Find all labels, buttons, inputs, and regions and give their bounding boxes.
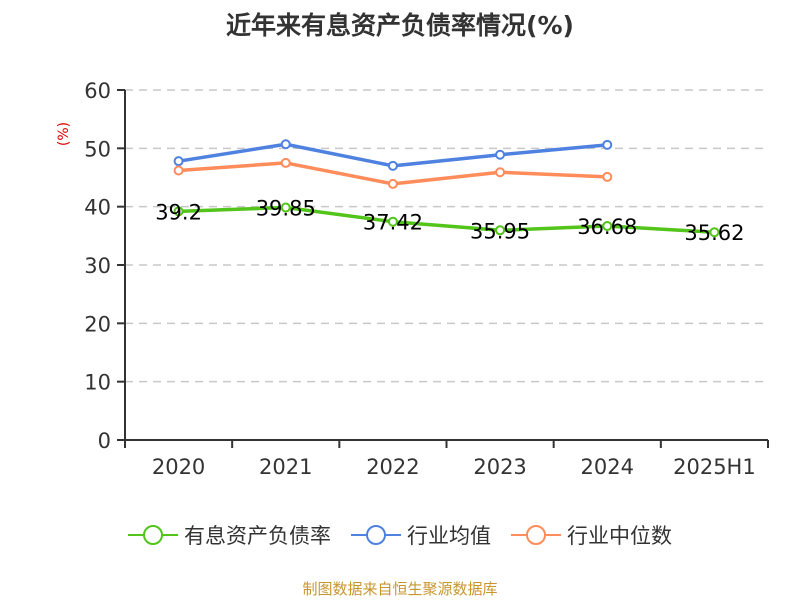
legend-marker-icon xyxy=(351,525,401,545)
y-tick-label: 10 xyxy=(84,371,111,395)
legend-marker-icon xyxy=(128,525,178,545)
data-point[interactable] xyxy=(387,216,398,227)
legend-marker-icon xyxy=(511,525,561,545)
data-point[interactable] xyxy=(387,160,398,171)
y-tick-label: 0 xyxy=(98,429,111,453)
data-point[interactable] xyxy=(173,156,184,167)
data-label: 37.42 xyxy=(363,211,423,235)
x-tick-label: 2021 xyxy=(259,455,312,479)
data-point[interactable] xyxy=(709,227,720,238)
data-source-note: 制图数据来自恒生聚源数据库 xyxy=(302,580,498,598)
legend: 有息资产负债率 行业均值 行业中位数 xyxy=(0,520,800,550)
y-tick-label: 40 xyxy=(84,196,111,220)
x-tick-label: 2024 xyxy=(581,455,634,479)
data-point[interactable] xyxy=(602,139,613,150)
data-label: 39.85 xyxy=(256,197,316,221)
legend-label: 有息资产负债率 xyxy=(184,524,331,548)
data-label: 35.95 xyxy=(470,219,530,243)
data-label: 39.2 xyxy=(155,200,202,224)
data-point[interactable] xyxy=(280,157,291,168)
legend-item-industry-mean[interactable]: 行业均值 xyxy=(351,520,491,550)
data-point[interactable] xyxy=(173,206,184,217)
legend-item-interest-debt-ratio[interactable]: 有息资产负债率 xyxy=(128,520,331,550)
data-label: 35.62 xyxy=(684,221,744,245)
data-point[interactable] xyxy=(495,167,506,178)
y-tick-label: 60 xyxy=(84,79,111,103)
legend-label: 行业中位数 xyxy=(567,524,672,548)
chart-title: 近年来有息资产负债率情况(%) xyxy=(226,11,574,40)
data-point[interactable] xyxy=(602,171,613,182)
x-tick-label: 2025H1 xyxy=(673,455,756,479)
data-point[interactable] xyxy=(495,225,506,236)
data-point[interactable] xyxy=(280,139,291,150)
y-tick-label: 50 xyxy=(84,137,111,161)
data-point[interactable] xyxy=(280,202,291,213)
data-label: 36.68 xyxy=(577,215,637,239)
data-point[interactable] xyxy=(602,221,613,232)
legend-item-industry-median[interactable]: 行业中位数 xyxy=(511,520,672,550)
x-tick-label: 2023 xyxy=(473,455,526,479)
y-tick-label: 30 xyxy=(84,254,111,278)
y-tick-label: 20 xyxy=(84,312,111,336)
data-point[interactable] xyxy=(495,149,506,160)
legend-label: 行业均值 xyxy=(407,524,491,548)
data-point[interactable] xyxy=(387,178,398,189)
series-line xyxy=(178,205,715,234)
x-tick-label: 2022 xyxy=(366,455,419,479)
x-tick-label: 2020 xyxy=(152,455,205,479)
data-point[interactable] xyxy=(173,165,184,176)
